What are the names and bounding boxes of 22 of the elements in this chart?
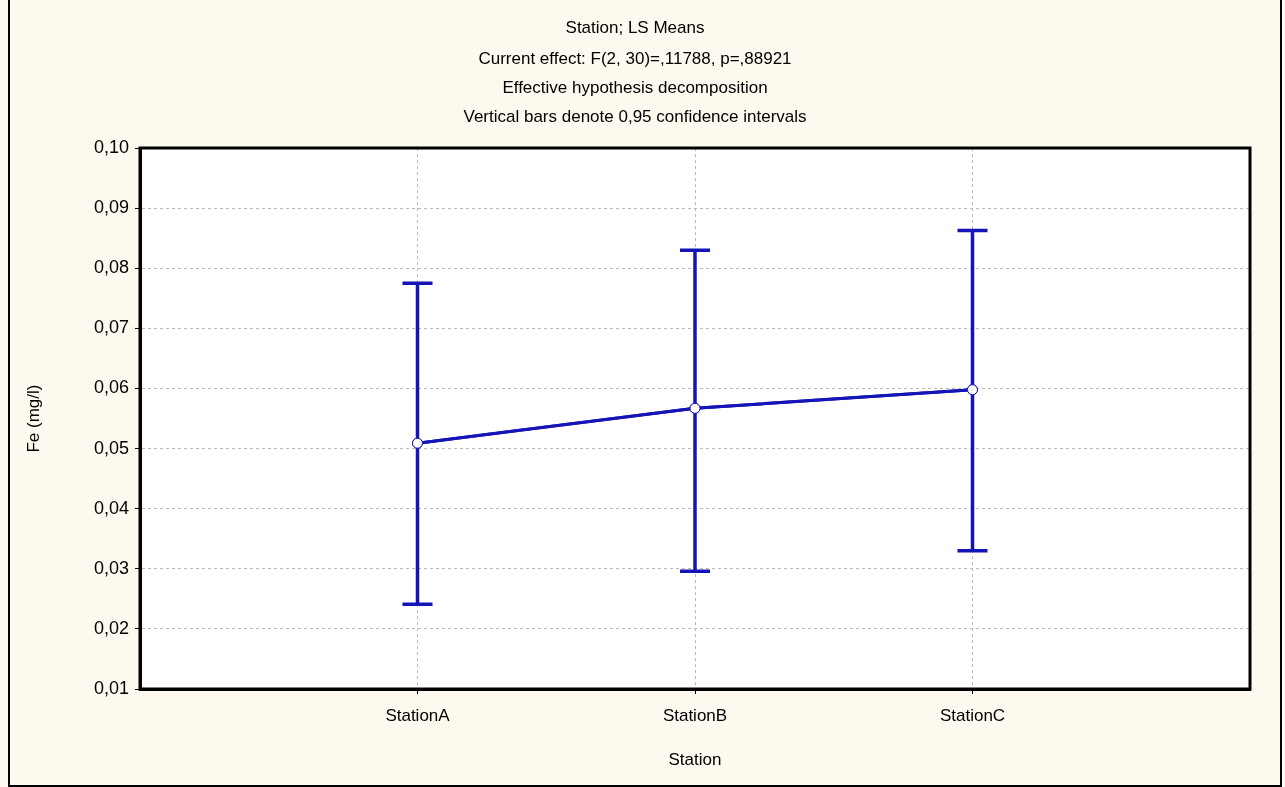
x-tick-label: StationA xyxy=(385,705,451,725)
point xyxy=(689,402,701,414)
y-tick-label: 0,08 xyxy=(93,257,129,278)
y-tick-label: 0,07 xyxy=(93,317,129,338)
point xyxy=(967,384,978,396)
y-tick-label: 0,10 xyxy=(93,137,129,158)
chart-subtitle: Current effect: F(2, 30)=,11788, p=,88921 xyxy=(478,48,792,68)
chart-title: Station; LS Means xyxy=(565,17,705,37)
y-tick-label: 0,01 xyxy=(93,677,129,698)
text: Vertical bars denote 0,95 confidence intervals xyxy=(463,107,807,127)
y-tick-label: 0,09 xyxy=(93,197,129,218)
y-axis-title: Fe (mg/l) xyxy=(23,384,43,453)
y-tick-label: 0,06 xyxy=(93,377,129,398)
y-tick-label: 0,03 xyxy=(93,557,129,578)
x-tick-label: StationB xyxy=(662,705,728,725)
text: Effective hypothesis decomposition xyxy=(502,77,768,97)
y-tick-label: 0,02 xyxy=(93,617,129,638)
point xyxy=(412,437,423,449)
x-axis-title: Station xyxy=(668,750,722,770)
y-tick-label: 0,04 xyxy=(93,497,129,518)
x-tick-label: StationC xyxy=(939,705,1006,725)
y-tick-label: 0,05 xyxy=(93,437,129,458)
